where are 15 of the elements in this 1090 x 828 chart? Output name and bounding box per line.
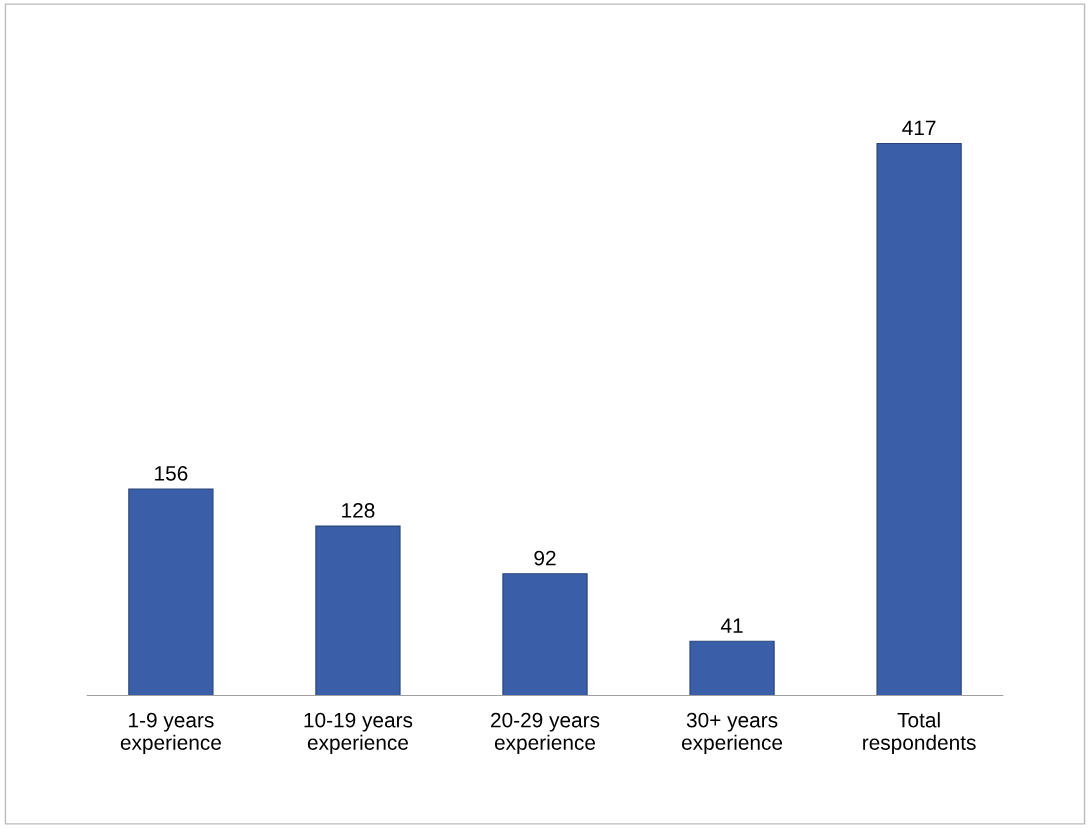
bar xyxy=(502,573,588,696)
x-tick-label: Total respondents xyxy=(863,712,976,755)
data-label: 156 xyxy=(155,465,188,481)
bar xyxy=(876,142,962,696)
x-tick-label: 1-9 years experience xyxy=(120,712,221,755)
data-label: 417 xyxy=(902,120,936,136)
data-label: 41 xyxy=(720,618,743,633)
bar xyxy=(689,640,775,696)
bar xyxy=(315,525,401,696)
data-label: 92 xyxy=(534,550,556,566)
x-tick-label: 10-19 years experience xyxy=(304,712,413,755)
x-tick-label: 30+ years experience xyxy=(681,712,783,755)
x-tick-label: 20-29 years experience xyxy=(491,712,600,755)
bar xyxy=(128,488,214,696)
data-label: 128 xyxy=(342,503,375,518)
